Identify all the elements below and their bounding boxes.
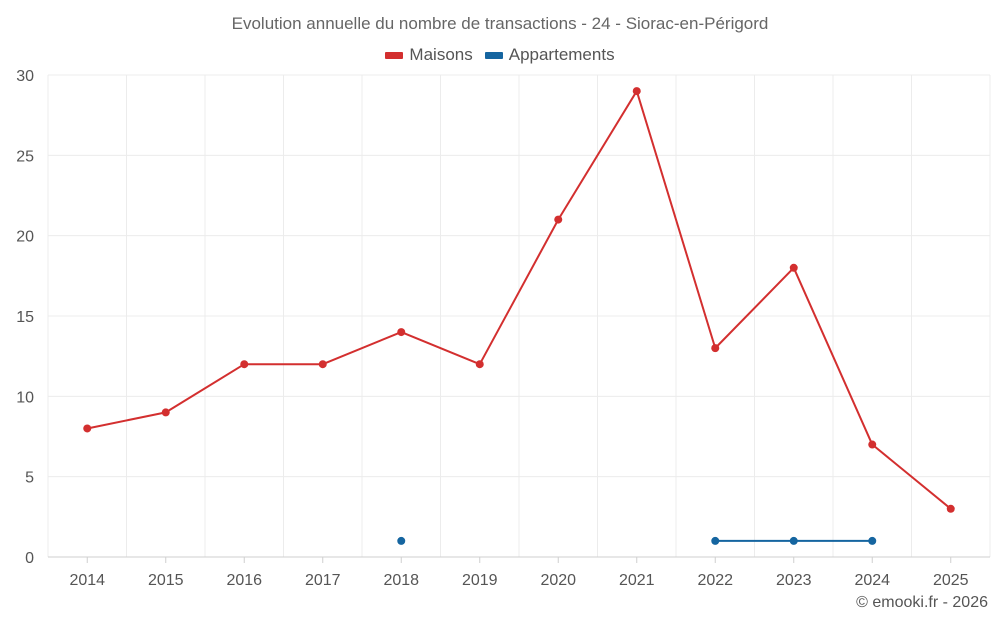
data-point-appartements <box>868 536 877 545</box>
x-tick-label: 2021 <box>619 572 655 589</box>
data-point-maisons <box>318 360 327 369</box>
y-tick-label: 5 <box>25 470 34 487</box>
grid-lines <box>47 74 991 557</box>
data-point-maisons <box>161 408 170 417</box>
data-point-maisons <box>240 360 249 369</box>
y-tick-label: 25 <box>16 148 34 165</box>
legend-swatch-maisons <box>385 51 404 59</box>
x-tick-label: 2014 <box>69 572 105 589</box>
x-tick-label: 2020 <box>540 572 576 589</box>
legend-swatch-appartements <box>484 51 503 59</box>
legend-item-maisons[interactable]: Maisons <box>385 45 473 65</box>
data-point-maisons <box>711 344 720 353</box>
chart-title: Evolution annuelle du nombre de transact… <box>231 14 769 33</box>
y-tick-label: 15 <box>16 309 34 326</box>
legend-label-maisons: Maisons <box>409 45 473 64</box>
data-point-appartements <box>789 536 798 545</box>
data-point-maisons <box>83 424 92 433</box>
x-tick-label: 2017 <box>305 572 341 589</box>
x-tick-label: 2015 <box>148 572 184 589</box>
chart-legend: Maisons Appartements <box>0 45 1000 65</box>
y-tick-label: 30 <box>16 68 34 85</box>
x-tick-label: 2025 <box>933 572 969 589</box>
x-tick-label: 2024 <box>854 572 890 589</box>
legend-item-appartements[interactable]: Appartements <box>484 45 615 65</box>
data-point-maisons <box>946 504 955 513</box>
data-point-maisons <box>475 360 484 369</box>
x-tick-label: 2019 <box>462 572 498 589</box>
credit-text: © emooki.fr - 2026 <box>856 594 988 611</box>
series-appartements <box>397 536 877 545</box>
data-point-maisons <box>632 87 641 96</box>
x-tick-label: 2018 <box>383 572 419 589</box>
data-point-maisons <box>397 328 406 337</box>
data-point-maisons <box>868 440 877 449</box>
legend-label-appartements: Appartements <box>508 45 615 64</box>
x-tick-label: 2022 <box>697 572 733 589</box>
data-point-maisons <box>789 263 798 272</box>
y-tick-label: 0 <box>25 550 34 567</box>
data-point-maisons <box>554 215 563 224</box>
y-tick-label: 10 <box>16 389 34 406</box>
data-point-appartements <box>397 536 406 545</box>
y-tick-label: 20 <box>16 229 34 246</box>
x-tick-label: 2016 <box>226 572 262 589</box>
series-line-maisons <box>87 90 952 510</box>
x-tick-label: 2023 <box>776 572 812 589</box>
data-point-appartements <box>711 536 720 545</box>
series-layer <box>83 87 955 545</box>
series-maisons <box>83 87 955 513</box>
